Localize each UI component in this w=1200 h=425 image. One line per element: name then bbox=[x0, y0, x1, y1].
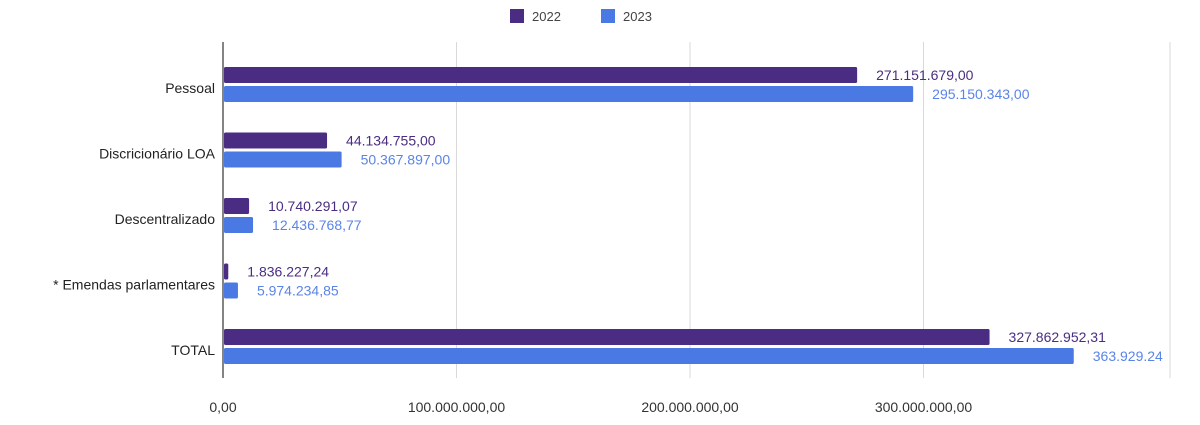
category-label-2: Descentralizado bbox=[115, 211, 216, 227]
data-labels: 271.151.679,00 295.150.343,00 44.134.755,0… bbox=[247, 67, 1163, 364]
bars bbox=[224, 67, 1074, 364]
bar-2023-1 bbox=[224, 151, 342, 168]
data-label-2022-0: 271.151.679,00 bbox=[876, 67, 974, 83]
x-tick-label-1: 100.000.000,00 bbox=[408, 399, 506, 415]
bar-2023-4 bbox=[224, 348, 1074, 364]
data-label-2023-4: 363.929.24 bbox=[1093, 348, 1163, 364]
legend: 2022 2023 bbox=[510, 9, 652, 24]
data-label-2022-3: 1.836.227,24 bbox=[247, 264, 329, 280]
category-labels: Pessoal Discricionário LOA Descentralizado… bbox=[53, 80, 216, 358]
bar-2023-0 bbox=[224, 86, 914, 102]
x-tick-label-2: 200.000.000,00 bbox=[641, 399, 739, 415]
data-label-2023-2: 12.436.768,77 bbox=[272, 217, 362, 233]
legend-swatch-2022 bbox=[510, 9, 524, 23]
data-label-2023-3: 5.974.234,85 bbox=[257, 283, 339, 299]
bar-2023-2 bbox=[224, 217, 254, 233]
data-label-2022-2: 10.740.291,07 bbox=[268, 198, 358, 214]
bar-2022-3 bbox=[224, 263, 229, 280]
bar-2023-3 bbox=[224, 282, 238, 299]
category-label-1: Discricionário LOA bbox=[99, 146, 216, 162]
data-label-2022-4: 327.862.952,31 bbox=[1009, 329, 1107, 345]
data-label-2023-1: 50.367.897,00 bbox=[361, 152, 451, 168]
legend-label-2023: 2023 bbox=[623, 9, 652, 24]
legend-label-2022: 2022 bbox=[532, 9, 561, 24]
category-label-4: TOTAL bbox=[171, 342, 215, 358]
category-label-0: Pessoal bbox=[165, 80, 215, 96]
data-label-2023-0: 295.150.343,00 bbox=[932, 86, 1030, 102]
x-tick-labels: 0,00 100.000.000,00 200.000.000,00 300.000.… bbox=[209, 399, 972, 415]
x-tick-label-3: 300.000.000,00 bbox=[875, 399, 973, 415]
data-label-2022-1: 44.134.755,00 bbox=[346, 133, 436, 149]
bar-2022-2 bbox=[224, 198, 250, 214]
category-label-3: * Emendas parlamentares bbox=[53, 277, 215, 293]
bar-2022-4 bbox=[224, 329, 990, 345]
bar-2022-0 bbox=[224, 67, 858, 83]
x-tick-label-0: 0,00 bbox=[209, 399, 236, 415]
legend-swatch-2023 bbox=[601, 9, 615, 23]
bar-2022-1 bbox=[224, 132, 328, 149]
